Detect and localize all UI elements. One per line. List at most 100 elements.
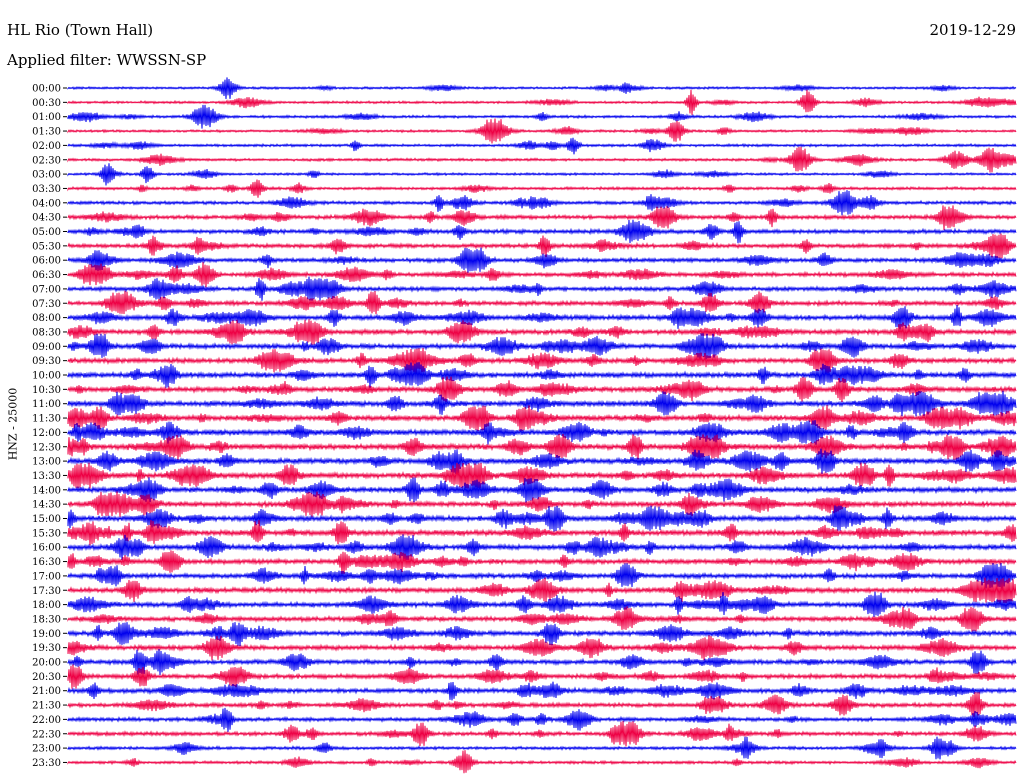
- row-time-label: 19:00: [32, 629, 61, 640]
- seismic-trace-line: [67, 179, 1017, 198]
- row-time-label: 09:30: [32, 356, 61, 367]
- row-time-label: 18:00: [32, 600, 61, 611]
- row-time-label: 11:00: [32, 399, 61, 410]
- seismic-trace-line: [67, 635, 1017, 661]
- row-time-label: 23:30: [32, 758, 61, 769]
- row-time-label: 05:30: [32, 241, 61, 252]
- row-time-label: 16:00: [32, 543, 61, 554]
- seismic-trace-line: [67, 420, 1017, 445]
- seismic-trace-line: [67, 376, 1017, 403]
- seismic-trace-line: [67, 405, 1017, 431]
- row-time-label: 11:30: [32, 414, 61, 425]
- row-time-label: 05:00: [32, 227, 61, 238]
- row-time-label: 21:00: [32, 686, 61, 697]
- seismic-trace-line: [67, 205, 1017, 231]
- seismic-trace-line: [67, 362, 1017, 388]
- seismic-trace-line: [67, 163, 1017, 186]
- seismic-trace-line: [67, 137, 1017, 155]
- seismic-trace-line: [67, 290, 1017, 315]
- seismic-trace-line: [67, 89, 1017, 115]
- seismic-trace-line: [67, 534, 1017, 561]
- row-time-label: 12:00: [32, 428, 61, 439]
- seismic-trace-line: [67, 692, 1017, 717]
- seismic-trace-line: [67, 448, 1017, 474]
- row-time-label: 17:30: [32, 586, 61, 597]
- row-time-label: 23:00: [32, 744, 61, 755]
- seismic-trace-line: [67, 649, 1017, 675]
- seismic-trace-line: [67, 233, 1017, 259]
- row-time-label: 09:00: [32, 342, 61, 353]
- seismic-trace-line: [67, 664, 1017, 689]
- row-time-label: 08:00: [32, 313, 61, 324]
- seismic-trace-line: [67, 333, 1017, 360]
- row-time-label: 22:30: [32, 729, 61, 740]
- seismic-trace-line: [67, 577, 1017, 604]
- row-time-label: 20:00: [32, 658, 61, 669]
- seismic-trace-line: [67, 477, 1017, 503]
- seismic-trace-line: [67, 591, 1017, 617]
- row-time-label: 08:30: [32, 327, 61, 338]
- seismic-trace-line: [67, 118, 1017, 144]
- row-time-label: 16:30: [32, 557, 61, 568]
- date-label: 2019-12-29: [929, 21, 1016, 39]
- station-title: HL Rio (Town Hall): [7, 21, 154, 39]
- row-time-label: 07:00: [32, 284, 61, 295]
- seismic-trace-line: [67, 563, 1017, 589]
- seismic-trace-line: [67, 736, 1017, 760]
- seismic-trace-line: [67, 750, 1017, 774]
- row-time-label: 04:00: [32, 198, 61, 209]
- seismic-trace-line: [67, 681, 1017, 701]
- row-time-label: 20:30: [32, 672, 61, 683]
- row-time-label: 15:00: [32, 514, 61, 525]
- row-time-label: 10:00: [32, 371, 61, 382]
- seismic-trace-line: [67, 720, 1017, 747]
- row-time-label: 06:30: [32, 270, 61, 281]
- seismic-trace-line: [67, 505, 1017, 532]
- row-time-label: 14:00: [32, 485, 61, 496]
- row-time-label: 13:30: [32, 471, 61, 482]
- row-time-label: 03:30: [32, 184, 61, 195]
- row-time-label: 10:30: [32, 385, 61, 396]
- seismic-trace-line: [67, 77, 1017, 100]
- row-time-label: 19:30: [32, 643, 61, 654]
- row-time-label: 15:30: [32, 528, 61, 539]
- row-time-label: 22:00: [32, 715, 61, 726]
- seismic-trace-line: [67, 348, 1017, 374]
- seismic-trace-line: [67, 707, 1017, 732]
- seismic-trace-line: [67, 276, 1017, 301]
- row-time-label: 17:00: [32, 571, 61, 582]
- row-time-label: 00:00: [32, 84, 61, 95]
- row-time-label: 21:30: [32, 701, 61, 712]
- row-time-label: 02:00: [32, 141, 61, 152]
- seismic-trace-line: [67, 219, 1017, 244]
- row-time-label: 18:30: [32, 614, 61, 625]
- row-time-label: 01:00: [32, 112, 61, 123]
- row-time-label: 03:00: [32, 170, 61, 181]
- row-time-label: 07:30: [32, 299, 61, 310]
- row-time-label: 13:00: [32, 457, 61, 468]
- filter-label: Applied filter: WWSSN-SP: [7, 51, 207, 69]
- seismic-trace-line: [67, 304, 1017, 330]
- row-time-label: 06:00: [32, 256, 61, 267]
- row-time-label: 14:30: [32, 500, 61, 511]
- seismic-trace-line: [67, 319, 1017, 345]
- row-time-label: 04:30: [32, 213, 61, 224]
- row-time-label: 12:30: [32, 442, 61, 453]
- seismic-trace-line: [67, 462, 1017, 489]
- seismic-trace-line: [67, 190, 1017, 216]
- seismic-trace-line: [67, 550, 1017, 575]
- seismic-trace-line: [67, 262, 1017, 288]
- seismic-trace-line: [67, 622, 1017, 647]
- row-time-label: 02:30: [32, 155, 61, 166]
- seismic-trace-line: [67, 433, 1017, 460]
- seismic-trace-line: [67, 520, 1017, 546]
- seismic-trace-line: [67, 104, 1017, 129]
- row-time-label: 00:30: [32, 98, 61, 109]
- row-time-label: 01:30: [32, 127, 61, 138]
- seismic-trace-line: [67, 491, 1017, 517]
- seismic-trace-line: [67, 247, 1017, 273]
- seismic-trace-line: [67, 146, 1017, 173]
- seismic-trace-line: [67, 606, 1017, 632]
- seismic-trace-line: [67, 390, 1017, 417]
